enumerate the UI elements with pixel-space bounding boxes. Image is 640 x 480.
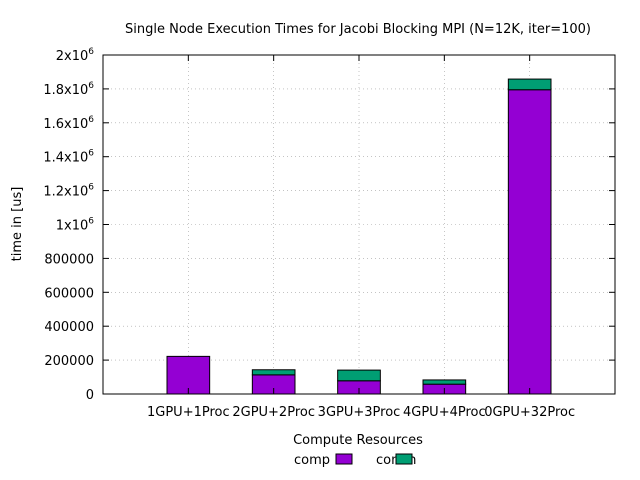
bar-comm [337,369,381,382]
y-axis-label: time in [us] [10,187,25,262]
bar-comm [507,78,552,91]
y-tick-mantissa: 1.6x10 [43,117,88,132]
x-tick-label: 1GPU+1Proc [147,405,230,420]
y-tick-label: 0 [86,388,94,403]
y-tick-label: 200000 [44,354,94,369]
y-tick-mantissa: 1.8x10 [43,83,88,98]
x-tick-label: 3GPU+3Proc [318,405,401,420]
y-tick-exponent: 6 [88,149,94,159]
y-tick-label: 400000 [44,320,94,335]
y-tick-exponent: 6 [88,47,94,57]
x-tick-label: 4GPU+4Proc [403,405,486,420]
y-tick-exponent: 6 [88,183,94,193]
y-tick-mantissa: 2x10 [56,49,89,64]
bars [166,78,552,395]
y-tick-exponent: 6 [88,81,94,91]
y-tick-exponent: 6 [88,115,94,125]
bar-comm [251,369,296,376]
x-tick-label: 2GPU+2Proc [232,405,315,420]
y-tick-label: 1.6x106 [43,115,94,132]
y-tick-mantissa: 1.4x10 [43,151,88,166]
chart-title: Single Node Execution Times for Jacobi B… [125,22,591,37]
y-tick-label: 1x106 [56,217,95,234]
y-tick-mantissa: 1.2x10 [43,185,88,200]
y-tick-label: 1.2x106 [43,183,94,200]
x-axis-ticks: 1GPU+1Proc 2GPU+2Proc 3GPU+3Proc 4GPU+4Proc… [147,55,575,420]
y-tick-label: 600000 [44,286,94,301]
y-tick-label: 2x106 [56,47,95,64]
bar-comp [507,89,552,395]
bar-comm [422,379,467,385]
y-axis-ticks: 02000004000006000008000001x1061.2x1061.4… [43,47,615,403]
x-tick-label: 0GPU+32Proc [484,405,575,420]
legend: compcomm [294,453,416,468]
y-tick-label: 1.4x106 [43,149,94,166]
legend-label-comp: comp [294,453,330,468]
legend-swatch-comp [335,453,353,465]
x-axis-label: Compute Resources [293,433,423,448]
y-tick-label: 800000 [44,252,94,267]
y-tick-exponent: 6 [88,217,94,227]
y-tick-mantissa: 1x10 [56,219,89,234]
legend-swatch-comm [395,453,413,465]
bar-comp [166,355,211,395]
y-tick-label: 1.8x106 [43,81,94,98]
